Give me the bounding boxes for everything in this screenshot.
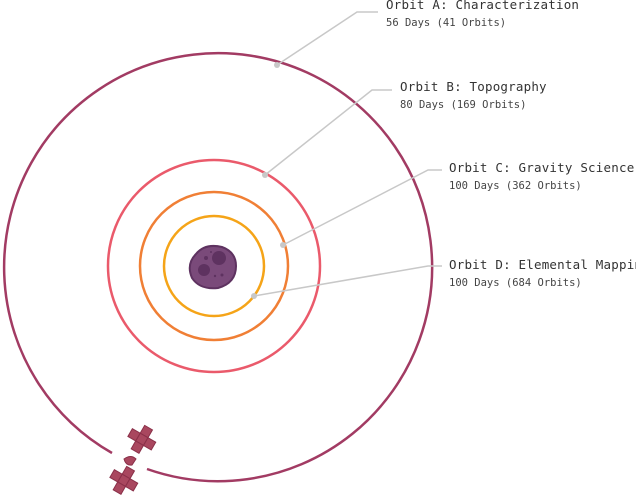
orbit-b-label: Orbit B: Topography 80 Days (169 Orbits) (400, 79, 547, 111)
orbit-c-label: Orbit C: Gravity Science 100 Days (362 O… (449, 160, 634, 192)
orbit-d-ring (162, 214, 266, 318)
orbit-b-detail: 80 Days (169 Orbits) (400, 99, 527, 111)
orbit-a-ring (2, 51, 434, 483)
orbit-d-detail: 100 Days (684 Orbits) (449, 277, 582, 289)
orbit-c-title: Orbit C: Gravity Science (449, 160, 635, 175)
orbit-c-ring (138, 190, 290, 342)
leader-lines (253, 11, 442, 297)
orbit-a-title: Orbit A: Characterization (386, 0, 580, 12)
planet-icon (188, 244, 238, 290)
leader-dots (251, 62, 286, 299)
orbit-a-detail: 56 Days (41 Orbits) (386, 17, 507, 29)
orbit-c-detail: 100 Days (362 Orbits) (449, 180, 582, 192)
orbit-b-title: Orbit B: Topography (400, 79, 547, 94)
satellite-icon (109, 424, 157, 495)
orbit-d-label: Orbit D: Elemental Mapping 100 Days (684… (449, 257, 636, 289)
orbit-a-label: Orbit A: Characterization 56 Days (41 Or… (386, 0, 579, 29)
orbit-d-title: Orbit D: Elemental Mapping (449, 257, 636, 272)
orbit-b-ring (106, 158, 322, 374)
